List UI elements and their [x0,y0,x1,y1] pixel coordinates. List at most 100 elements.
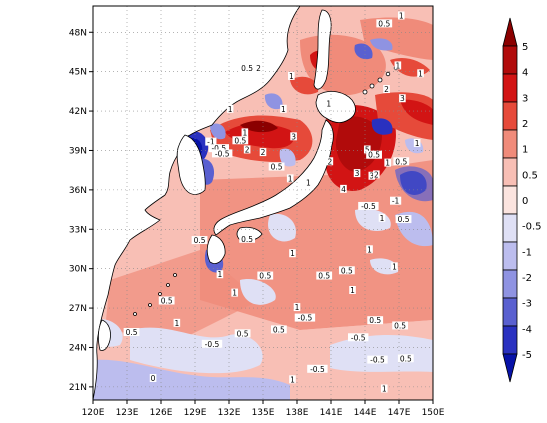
contour-label-bg [340,184,347,193]
contour-label: 0.5 [273,325,285,334]
colorbar: 5 4 3 2 1 0.5 0 -0.5 -1 -2 -3 -4 -5 [502,17,542,383]
y-tick-label: 36N [69,186,87,196]
contour-label: 2 [245,145,250,154]
contour-label: 1 [385,159,390,168]
contour-label-bg [338,266,355,275]
contour-label: -0.5 [310,365,325,374]
contour-label-bg [397,11,405,20]
colorbar-segment [502,269,518,299]
y-axis: 48N 45N 42N 39N 36N 33N 30N 27N 24N 21N [69,28,93,393]
colorbar-label: -3 [522,299,532,310]
colorbar-label: 3 [522,93,528,104]
x-tick-label: 135E [252,408,275,418]
contour-label: 1 [281,105,286,114]
contour-label-bg [358,201,379,210]
contour-label-bg [149,373,157,382]
contour-label-bg [286,174,294,183]
contour-label: 1 [228,105,233,114]
contour-label: -0.5 [370,356,385,365]
contour-label: 2 [384,85,389,94]
colorbar-segment [502,213,518,243]
contour-label: 1 [174,319,179,328]
contour-label-bg [373,170,380,179]
contour-label: 2 [374,170,379,179]
contour-label: 3 [400,94,405,103]
contour-label-bg [367,316,384,325]
contour-label: 1 [289,72,294,81]
contour-label-bg [290,132,297,141]
colorbar-label: -1 [522,247,532,258]
contour-label: 0.5 [161,297,173,306]
contour-label-bg [288,71,295,80]
x-tick-label: 138E [286,408,309,418]
contour-label-bg [395,215,412,224]
contour-label: 0.5 [234,136,246,145]
y-tick-label: 27N [69,304,87,314]
colorbar-label: -5 [522,350,532,361]
contour-label: 0.5 [241,64,253,73]
contour-label: 1 [326,100,331,109]
contour-label: 1 [295,303,300,312]
y-tick-label: 45N [69,68,87,78]
contour-label-bg [413,138,421,147]
contour-label-bg [293,303,301,312]
contour-label: -0.5 [205,340,220,349]
colorbar-label: -2 [522,273,532,284]
contour-label-bg [392,321,409,330]
contour-label-bg [280,104,287,113]
contour-label-bg [393,157,410,166]
contour-label-bg [205,137,217,146]
colorbar-label: 0.5 [522,170,538,181]
x-tick-label: 132E [218,408,241,418]
contour-label: 1 [395,61,400,70]
contour-label: 1 [242,128,247,137]
colorbar-segment [502,297,518,327]
colorbar-segment [502,129,518,159]
contour-label: 0.5 [237,329,249,338]
contour-label-bg [353,169,361,178]
contour-label: -1 [207,138,215,147]
contour-label-bg [268,162,285,171]
contour-label: 1 [290,375,295,384]
contour-label-bg [232,136,249,145]
contour-label-bg [383,85,390,94]
contour-label-bg [243,145,251,154]
contour-label-bg [239,64,256,73]
contour-label: 3 [355,169,360,178]
contour-label-bg [294,313,316,322]
x-tick-label: 150E [422,408,445,418]
contour-label-bg [241,128,249,137]
contour-label: 2 [256,64,261,73]
contour-label-bg [212,149,233,158]
contour-label-bg [366,245,373,254]
colorbar-min-arrow [502,353,518,383]
contour-label: 0.5 [394,321,406,330]
contour-label-bg [226,104,234,113]
contour-label: -0.5 [211,144,226,153]
y-tick-label: 33N [69,225,87,235]
contour-label-bg [378,213,386,222]
contour-label-bg [394,61,402,70]
colorbar-segment [502,241,518,271]
contour-label: 0.5 [241,235,253,244]
colorbar-label: 1 [522,145,528,156]
contour-label: 0.5 [368,151,380,160]
x-tick-label: 147E [388,408,411,418]
colorbar-segment [502,325,518,355]
contour-label-bg [348,333,369,342]
contour-label: 1 [350,286,355,295]
contour-label: 1 [306,178,311,187]
contour-label-bg [234,329,251,338]
contour-label-bg [367,355,388,364]
contour-label: 1 [290,249,295,258]
x-tick-label: 129E [184,408,207,418]
contour-label: 1 [232,289,237,298]
land-masses [93,6,399,400]
contour-label: 0 [151,374,156,383]
contour-label-bg [289,249,296,258]
contour-label: -0.5 [351,333,366,342]
contour-label-bg [158,296,175,305]
colorbar-label: 5 [522,42,528,53]
colorbar-segment [502,73,518,103]
